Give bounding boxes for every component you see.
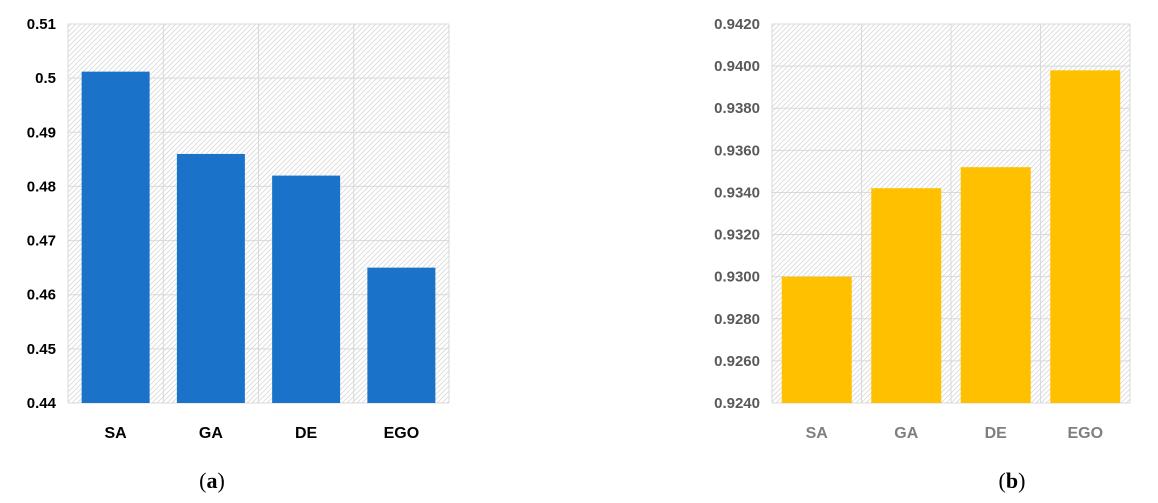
bar-de bbox=[272, 175, 341, 403]
y-tick-label: 0.49 bbox=[27, 124, 56, 141]
chart-panel-b: 0.9240 0.9260 0.9280 0.9300 0.9320 0.9340 0.93… bbox=[579, 0, 1158, 503]
caption-a: (a) bbox=[199, 468, 225, 493]
bar-chart-a: 0.44 0.45 0.46 0.47 0.48 0.49 0.5 0.51 SA GA DE EGO bbox=[27, 16, 450, 442]
y-tick-label: 0.46 bbox=[27, 287, 56, 304]
caption-b: (b) bbox=[998, 468, 1026, 493]
x-category-label: DE bbox=[985, 425, 1008, 442]
bar-ga bbox=[176, 153, 245, 403]
bar-ego bbox=[1050, 70, 1121, 404]
y-tick-label: 0.9260 bbox=[714, 353, 760, 370]
y-tick-label: 0.9420 bbox=[714, 16, 760, 33]
bar-sa bbox=[781, 276, 852, 403]
bar-ego bbox=[367, 267, 436, 403]
x-category-label: GA bbox=[199, 425, 223, 442]
y-tick-label: 0.47 bbox=[27, 233, 56, 250]
y-tick-label: 0.9340 bbox=[714, 184, 760, 201]
y-tick-label: 0.48 bbox=[27, 178, 56, 195]
y-tick-label: 0.9380 bbox=[714, 100, 760, 117]
y-tick-label: 0.51 bbox=[27, 16, 56, 33]
chart-panel-a: 0.44 0.45 0.46 0.47 0.48 0.49 0.5 0.51 SA GA DE EGO… bbox=[27, 16, 450, 493]
bar-sa bbox=[81, 71, 150, 403]
y-tick-label: 0.9240 bbox=[714, 395, 760, 412]
x-category-label: SA bbox=[806, 425, 829, 442]
y-tick-label: 0.45 bbox=[27, 341, 56, 358]
caption-b-letter: b bbox=[1005, 468, 1019, 493]
y-tick-label: 0.9400 bbox=[714, 58, 760, 75]
x-category-label: DE bbox=[295, 425, 318, 442]
y-tick-label: 0.9300 bbox=[714, 269, 760, 286]
bar-de bbox=[960, 167, 1031, 403]
x-category-label: GA bbox=[894, 425, 918, 442]
x-category-label: EGO bbox=[1067, 425, 1103, 442]
y-tick-label: 0.9280 bbox=[714, 311, 760, 328]
bar-ga bbox=[871, 188, 942, 403]
y-tick-label: 0.9360 bbox=[714, 142, 760, 159]
bar-chart-b: 0.9240 0.9260 0.9280 0.9300 0.9320 0.9340 0.93… bbox=[714, 16, 1131, 442]
x-category-label: SA bbox=[105, 425, 128, 442]
y-tick-label: 0.44 bbox=[27, 395, 57, 412]
y-tick-label: 0.5 bbox=[35, 70, 56, 87]
x-category-label: EGO bbox=[384, 425, 420, 442]
caption-a-letter: a bbox=[206, 468, 218, 493]
y-tick-label: 0.9320 bbox=[714, 227, 760, 244]
